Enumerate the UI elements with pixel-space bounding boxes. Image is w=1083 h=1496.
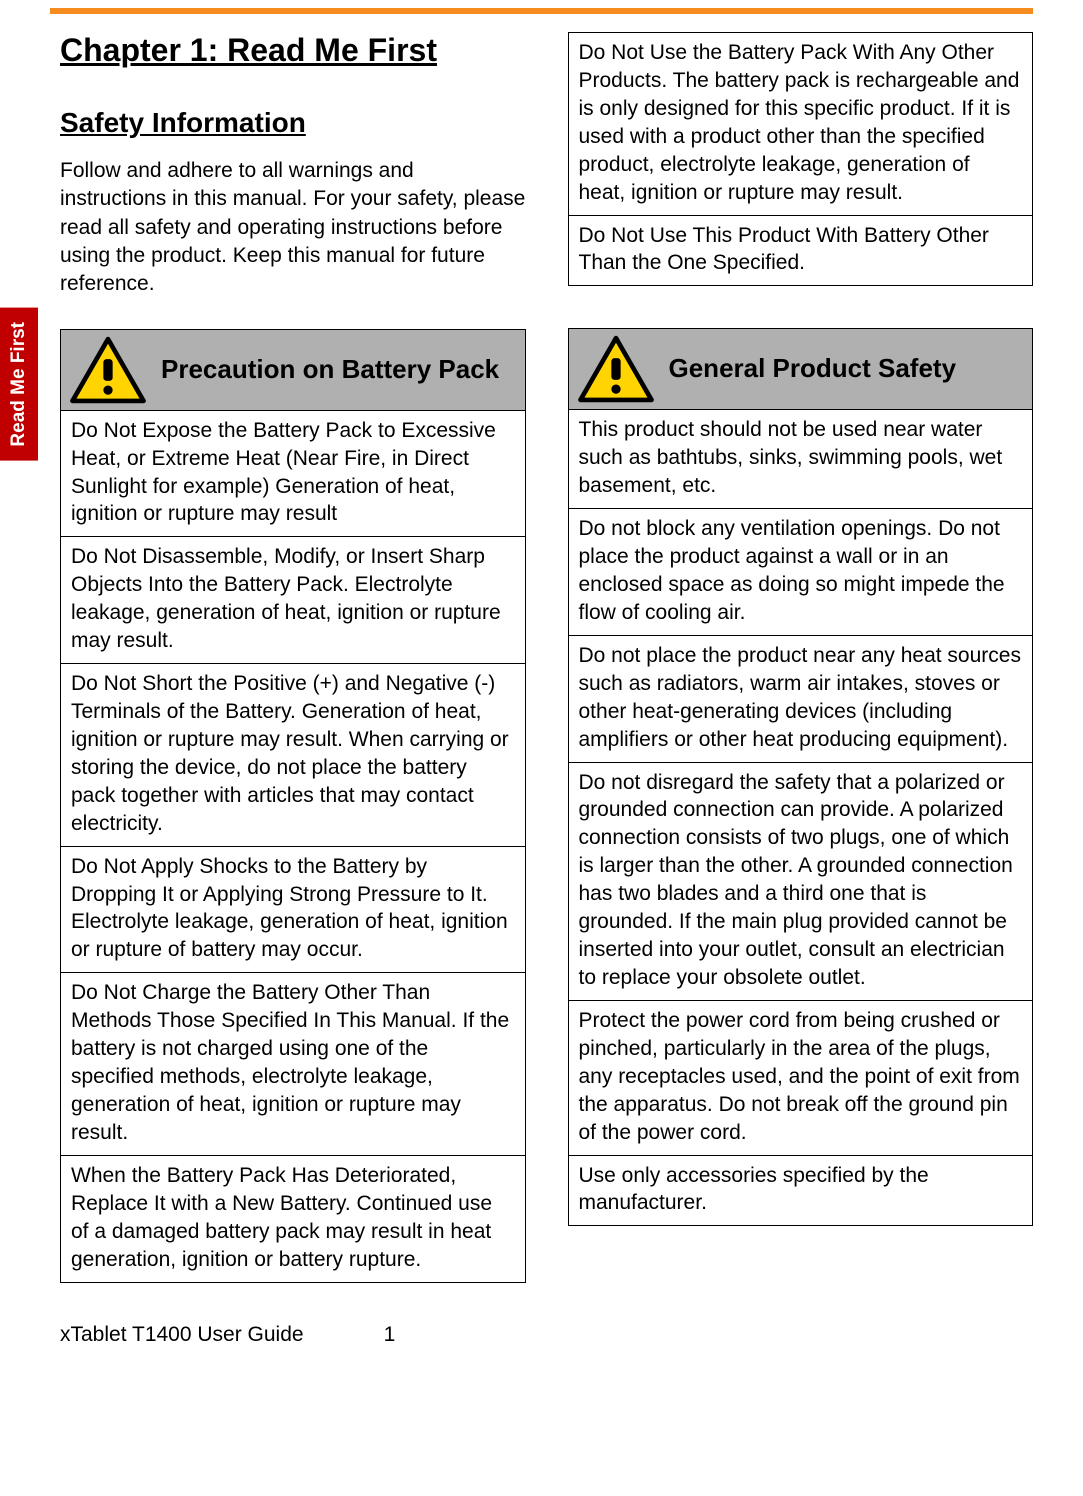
battery-warning-header: Precaution on Battery Pack — [61, 330, 525, 411]
section-title: Safety Information — [60, 107, 526, 139]
battery-item: Do Not Disassemble, Modify, or Insert Sh… — [61, 537, 525, 664]
side-tab: Read Me First — [0, 308, 38, 461]
right-column: Do Not Use the Battery Pack With Any Oth… — [568, 32, 1034, 1283]
chapter-title: Chapter 1: Read Me First — [60, 32, 526, 69]
warning-icon — [577, 335, 655, 403]
general-safety-header: General Product Safety — [569, 329, 1033, 410]
battery-warning-box-cont: Do Not Use the Battery Pack With Any Oth… — [568, 32, 1034, 286]
left-column: Chapter 1: Read Me First Safety Informat… — [60, 32, 526, 1283]
battery-warning-title: Precaution on Battery Pack — [161, 355, 499, 385]
footer-doc-title: xTablet T1400 User Guide — [60, 1323, 304, 1347]
battery-item: Do Not Charge the Battery Other Than Met… — [61, 973, 525, 1156]
general-item: Do not block any ventilation openings. D… — [569, 509, 1033, 636]
battery-item: Do Not Use This Product With Battery Oth… — [569, 216, 1033, 286]
general-item: Protect the power cord from being crushe… — [569, 1001, 1033, 1156]
battery-item: When the Battery Pack Has Deteriorated, … — [61, 1156, 525, 1282]
battery-item: Do Not Short the Positive (+) and Negati… — [61, 664, 525, 847]
page-footer: xTablet T1400 User Guide 1 — [0, 1283, 1083, 1367]
general-item: Do not place the product near any heat s… — [569, 636, 1033, 763]
intro-paragraph: Follow and adhere to all warnings and in… — [60, 157, 526, 299]
footer-page-number: 1 — [384, 1323, 396, 1347]
battery-warning-box: Precaution on Battery Pack Do Not Expose… — [60, 329, 526, 1283]
general-safety-title: General Product Safety — [669, 354, 957, 384]
general-item: This product should not be used near wat… — [569, 410, 1033, 509]
general-item: Do not disregard the safety that a polar… — [569, 763, 1033, 1001]
general-item: Use only accessories specified by the ma… — [569, 1156, 1033, 1226]
warning-icon — [69, 336, 147, 404]
general-safety-box: General Product Safety This product shou… — [568, 328, 1034, 1226]
battery-item: Do Not Expose the Battery Pack to Excess… — [61, 411, 525, 538]
battery-item: Do Not Apply Shocks to the Battery by Dr… — [61, 847, 525, 974]
battery-item: Do Not Use the Battery Pack With Any Oth… — [569, 33, 1033, 216]
page-content: Chapter 1: Read Me First Safety Informat… — [0, 14, 1083, 1283]
